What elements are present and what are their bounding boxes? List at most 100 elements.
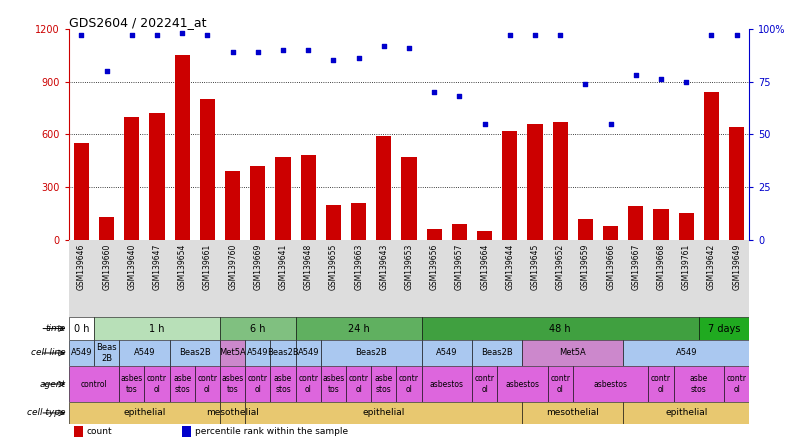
Bar (578, 219, 593, 240)
Text: contr
ol: contr ol (727, 374, 747, 394)
Bar (679, 213, 694, 240)
Bar (119, 340, 169, 366)
Bar (321, 366, 346, 402)
Bar (296, 340, 321, 366)
Point (302, 46, 315, 53)
Bar (271, 366, 296, 402)
Text: GSM139660: GSM139660 (102, 244, 111, 290)
Bar (69, 366, 119, 402)
Text: epithelial: epithelial (665, 408, 707, 417)
Bar (94, 317, 220, 340)
Bar (182, 426, 191, 437)
Point (604, 120, 617, 127)
Text: agent: agent (40, 380, 66, 388)
Bar (301, 155, 316, 240)
Point (352, 55, 365, 62)
Bar (94, 340, 119, 366)
Bar (422, 366, 472, 402)
Bar (402, 157, 416, 240)
Bar (623, 340, 749, 366)
Bar (144, 366, 169, 402)
Bar (69, 402, 220, 424)
Point (529, 32, 542, 39)
Text: cell line: cell line (31, 349, 66, 357)
Bar (169, 340, 220, 366)
Point (428, 88, 441, 95)
Text: Beas2B: Beas2B (481, 349, 513, 357)
Text: cell type: cell type (27, 408, 66, 417)
Bar (472, 340, 522, 366)
Text: percentile rank within the sample: percentile rank within the sample (195, 427, 348, 436)
Bar (74, 426, 83, 437)
Text: A549: A549 (676, 349, 697, 357)
Bar (220, 317, 296, 340)
Text: GSM139642: GSM139642 (707, 244, 716, 290)
Text: 48 h: 48 h (549, 324, 571, 333)
Text: GSM139647: GSM139647 (152, 244, 161, 290)
Text: GSM139669: GSM139669 (254, 244, 262, 290)
Bar (371, 366, 396, 402)
Bar (296, 317, 422, 340)
Point (176, 29, 189, 36)
Bar (502, 131, 518, 240)
Point (201, 32, 214, 39)
Bar (674, 366, 724, 402)
Bar (497, 366, 548, 402)
Bar (603, 226, 618, 240)
Bar (175, 55, 190, 240)
Bar (699, 317, 749, 340)
Text: asbe
stos: asbe stos (375, 374, 393, 394)
Point (579, 80, 592, 87)
Text: contr
ol: contr ol (198, 374, 217, 394)
Bar (472, 366, 497, 402)
Bar (220, 366, 245, 402)
Text: GSM139664: GSM139664 (480, 244, 489, 290)
Bar (623, 402, 749, 424)
Text: asbes
tos: asbes tos (121, 374, 143, 394)
Bar (245, 366, 271, 402)
Text: GSM139663: GSM139663 (354, 244, 363, 290)
Bar (649, 366, 674, 402)
Bar (69, 340, 94, 366)
Text: GSM139654: GSM139654 (177, 244, 187, 290)
Text: mesothelial: mesothelial (207, 408, 259, 417)
Text: Beas2B: Beas2B (267, 349, 299, 357)
Point (251, 48, 264, 56)
Point (680, 78, 693, 85)
Bar (548, 366, 573, 402)
Text: asbestos: asbestos (594, 380, 628, 388)
Point (403, 44, 416, 52)
Text: GSM139657: GSM139657 (455, 244, 464, 290)
Text: GSM139648: GSM139648 (304, 244, 313, 290)
Bar (296, 366, 321, 402)
Text: GSM139652: GSM139652 (556, 244, 565, 290)
Bar (200, 99, 215, 240)
Bar (377, 136, 391, 240)
Text: GSM139641: GSM139641 (279, 244, 288, 290)
Text: A549: A549 (297, 349, 319, 357)
Point (377, 42, 390, 49)
Text: control: control (81, 380, 108, 388)
Text: Beas2B: Beas2B (179, 349, 211, 357)
Text: contr
ol: contr ol (147, 374, 167, 394)
Bar (629, 206, 643, 240)
Text: asbe
stos: asbe stos (690, 374, 708, 394)
Text: contr
ol: contr ol (475, 374, 495, 394)
Text: GSM139645: GSM139645 (531, 244, 539, 290)
Text: 24 h: 24 h (347, 324, 369, 333)
Bar (573, 366, 649, 402)
Bar (654, 209, 668, 240)
Text: contr
ol: contr ol (399, 374, 419, 394)
Bar (124, 117, 139, 240)
Bar (195, 366, 220, 402)
Bar (169, 366, 195, 402)
Point (276, 46, 289, 53)
Point (327, 57, 340, 64)
Bar (250, 166, 266, 240)
Bar (245, 340, 271, 366)
Text: asbes
tos: asbes tos (221, 374, 244, 394)
Text: GSM139646: GSM139646 (77, 244, 86, 290)
Point (151, 32, 164, 39)
Text: GSM139640: GSM139640 (127, 244, 136, 290)
Point (478, 120, 491, 127)
